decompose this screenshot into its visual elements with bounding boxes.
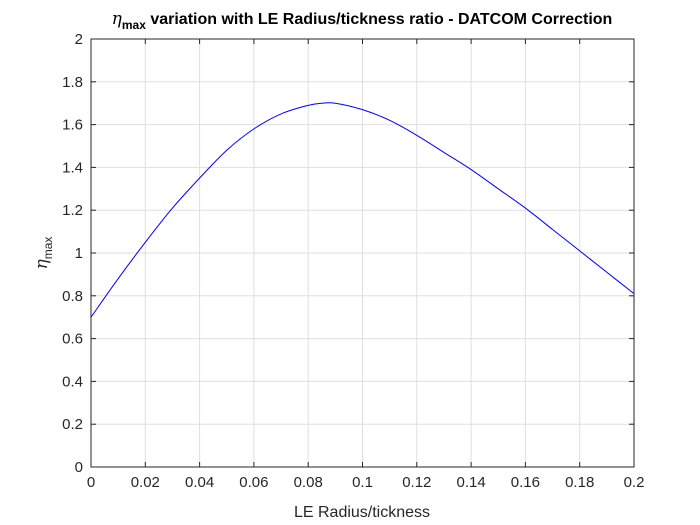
x-tick-labels: 0 0.02 0.04 0.06 0.08 0.1 0.12 0.14 0.16 0.18 0.2 xyxy=(87,474,645,491)
title-subscript: max xyxy=(122,18,146,32)
series-line xyxy=(90,102,635,318)
ticks xyxy=(90,38,635,468)
y-tick-label: 0.2 xyxy=(62,416,83,433)
x-tick-label: 0.16 xyxy=(511,474,540,491)
x-tick-label: 0.18 xyxy=(565,474,594,491)
x-tick-label: 0.06 xyxy=(239,474,268,491)
x-tick-label: 0.04 xyxy=(185,474,214,491)
y-tick-labels: 0 0.2 0.4 0.6 0.8 1 1.2 1.4 1.6 1.8 2 xyxy=(62,31,83,476)
x-axis-label: LE Radius/tickness xyxy=(294,504,430,521)
x-tick-label: 0.1 xyxy=(352,474,373,491)
title-text: variation with LE Radius/tickness ratio … xyxy=(146,11,612,28)
x-tick-label: 0.08 xyxy=(294,474,323,491)
x-tick-label: 0.02 xyxy=(131,474,160,491)
y-tick-label: 1 xyxy=(75,245,83,262)
x-tick-label: 0.14 xyxy=(456,474,485,491)
y-tick-label: 0.8 xyxy=(62,288,83,305)
y-tick-label: 1.6 xyxy=(62,117,83,134)
data-lines xyxy=(90,102,635,318)
y-tick-label: 2 xyxy=(75,31,83,48)
y-tick-label: 0 xyxy=(75,459,83,476)
y-label-symbol: η xyxy=(32,258,52,269)
x-tick-label: 0.2 xyxy=(624,474,645,491)
x-tick-label: 0.12 xyxy=(402,474,431,491)
chart-title: ηmax variation with LE Radius/tickness r… xyxy=(112,9,613,32)
title-symbol: η xyxy=(112,9,123,29)
y-axis-label: ηmax xyxy=(32,237,55,270)
y-label-subscript: max xyxy=(41,237,55,260)
y-tick-label: 0.4 xyxy=(62,373,83,390)
y-tick-label: 0.6 xyxy=(62,331,83,348)
y-tick-label: 1.4 xyxy=(62,159,83,176)
y-tick-label: 1.8 xyxy=(62,74,83,91)
y-tick-label: 1.2 xyxy=(62,202,83,219)
x-tick-label: 0 xyxy=(87,474,95,491)
